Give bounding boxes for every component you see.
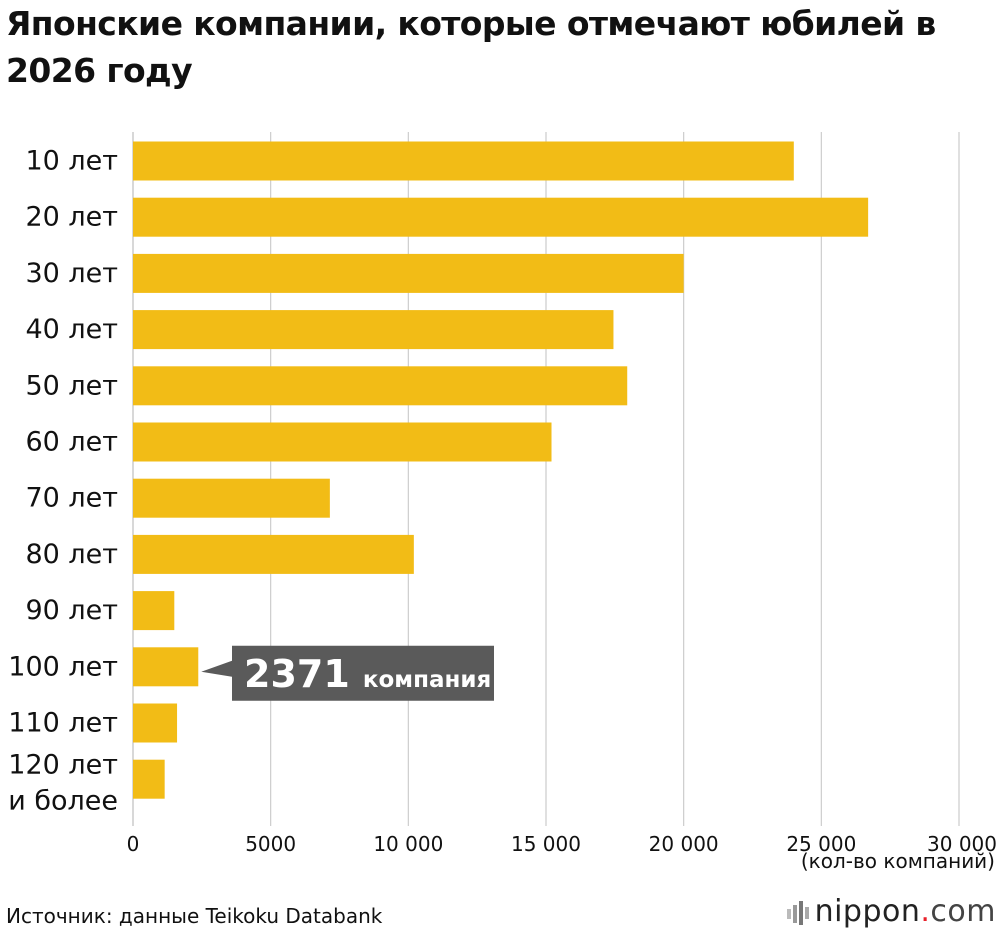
category-label: 30 лет [25,258,118,289]
bar [133,759,165,799]
bar [133,141,794,181]
x-tick-label: 0 [127,832,140,856]
category-label: 100 лет [8,651,118,682]
category-label: 90 лет [25,595,118,626]
bar [133,703,178,743]
category-label: 60 лет [25,427,118,458]
category-label: 70 лет [25,483,118,514]
x-tick-label: 5000 [245,832,296,856]
category-label: 80 лет [25,539,118,570]
callout-box [201,645,494,701]
callout-value: 2371 [244,652,350,696]
category-label: 50 лет [25,370,118,401]
category-label: 120 лет и более [8,750,118,817]
x-axis-unit-label: (кол-во компаний) [801,849,995,873]
category-label: 110 лет [8,708,118,739]
logo-name: nippon [814,894,921,929]
x-tick-label: 15 000 [511,832,581,856]
bar [133,591,175,631]
logo-bars-icon [786,900,809,925]
x-tick-label: 25 000 [786,832,856,856]
x-tick-label: 20 000 [649,832,719,856]
x-tick-label: 30 000 [927,832,997,856]
category-label: 40 лет [25,314,118,345]
bars [133,141,869,799]
category-label: 10 лет [25,146,118,177]
bar [133,197,869,237]
bar [133,478,330,518]
bar [133,422,552,462]
callout-unit: компания [363,667,491,693]
source-note: Источник: данные Teikoku Databank [6,904,383,928]
bar [133,310,614,350]
chart-title: Японские компании, которые отмечают юбил… [6,4,936,90]
nippon-logo: nippon.com [786,894,996,929]
bar [133,534,414,574]
x-tick-label: 10 000 [373,832,443,856]
category-label: 20 лет [25,202,118,233]
callout-text: 2371 компания [244,652,491,696]
bar [133,253,684,293]
bar [133,647,199,687]
logo-tld: com [930,894,996,929]
logo-dot: . [920,894,931,929]
category-labels: 10 лет 20 лет 30 лет 40 лет 50 лет 60 лет 70 л… [8,146,118,817]
x-tick-labels: 0 5000 10 000 15 000 20 000 25 000 30 000 [127,832,997,856]
callout-annotation: 2371 компания [201,645,494,701]
bar [133,366,628,406]
